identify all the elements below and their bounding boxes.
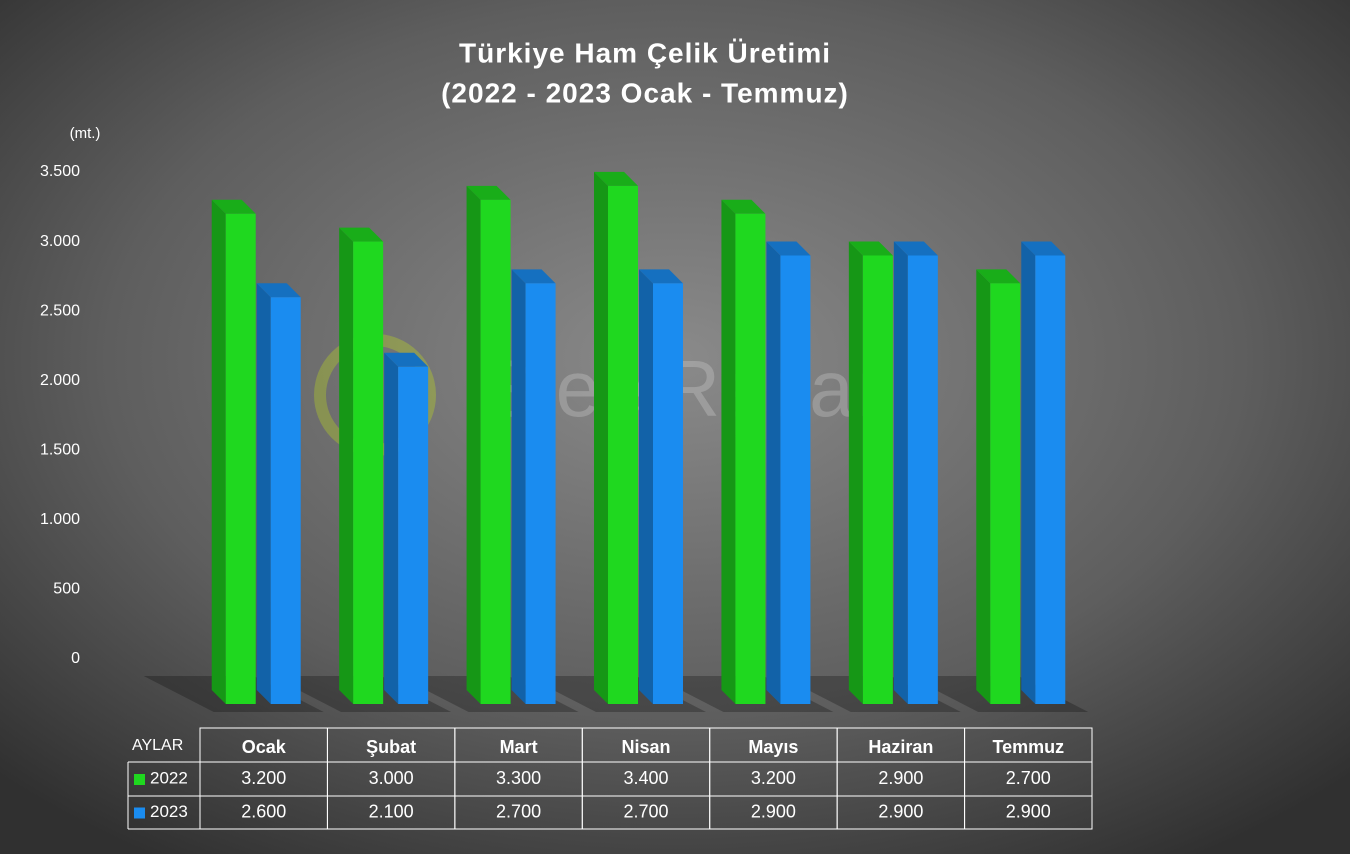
bar	[270, 297, 301, 704]
legend-swatch	[134, 774, 145, 785]
value-label: 2.900	[878, 801, 923, 821]
bar-side	[594, 171, 608, 704]
y-axis-label: (mt.)	[70, 125, 101, 142]
bar-top	[976, 269, 1021, 284]
bar	[608, 185, 638, 704]
bar-top	[211, 199, 256, 214]
bar-side	[639, 269, 653, 704]
table-header: AYLAR	[132, 737, 183, 754]
bar	[862, 255, 893, 704]
y-tick-label: 3.500	[40, 163, 80, 180]
value-label: 2.900	[751, 801, 796, 821]
bar-top	[848, 241, 893, 256]
bar	[1035, 255, 1066, 704]
value-label: 2.700	[623, 801, 668, 821]
category-label: Ocak	[242, 737, 287, 757]
bar	[398, 366, 429, 704]
y-tick-label: 500	[53, 581, 80, 598]
category-label: Temmuz	[992, 737, 1064, 757]
bar-side	[848, 241, 863, 704]
bar	[225, 213, 256, 704]
bar-top	[511, 269, 556, 284]
bar	[653, 283, 683, 704]
value-label: 3.000	[369, 768, 414, 788]
value-label: 2.600	[241, 801, 286, 821]
y-tick-label: 0	[71, 650, 80, 667]
bar-top	[384, 352, 429, 367]
bar	[353, 241, 384, 705]
value-label: 2.100	[369, 801, 414, 821]
category-label: Şubat	[366, 737, 416, 757]
chart-title: Türkiye Ham Çelik Üretimi	[459, 37, 831, 68]
y-tick-label: 1.500	[40, 442, 80, 459]
bar-top	[721, 199, 766, 214]
bar-top	[466, 185, 511, 200]
y-tick-label: 3.000	[40, 233, 80, 250]
category-label: Haziran	[868, 737, 933, 757]
bar-top	[766, 241, 811, 256]
bar-side	[511, 269, 526, 704]
bar-top	[339, 227, 384, 242]
bar-top	[893, 241, 938, 256]
value-label: 2.700	[1006, 768, 1051, 788]
value-label: 2.900	[1006, 801, 1051, 821]
chart-subtitle: (2022 - 2023 Ocak - Temmuz)	[441, 77, 849, 108]
value-label: 3.200	[751, 768, 796, 788]
bar-side	[766, 241, 781, 704]
value-label: 3.200	[241, 768, 286, 788]
legend-label: 2022	[150, 768, 188, 787]
bar-side	[466, 185, 481, 705]
bar-side	[893, 241, 908, 704]
bar-top	[594, 171, 638, 186]
bar-top	[256, 283, 301, 298]
bar-top	[639, 269, 683, 284]
bar-side	[1021, 241, 1036, 704]
y-tick-label: 2.500	[40, 302, 80, 319]
bar-side	[211, 199, 226, 704]
value-label: 3.400	[623, 768, 668, 788]
bar-side	[976, 269, 991, 704]
bar	[780, 255, 811, 704]
bar-side	[256, 283, 271, 704]
value-label: 2.900	[878, 768, 923, 788]
category-label: Mayıs	[748, 737, 798, 757]
bar-side	[339, 227, 354, 705]
legend-swatch	[134, 807, 145, 819]
bar	[990, 283, 1021, 704]
category-label: Mart	[500, 737, 538, 757]
bar-top	[1021, 241, 1066, 256]
bar	[480, 199, 511, 705]
bar	[525, 283, 556, 704]
value-label: 2.700	[496, 801, 541, 821]
category-label: Nisan	[621, 737, 670, 757]
y-tick-label: 2.000	[40, 372, 80, 389]
bar	[907, 255, 938, 704]
bar-side	[721, 199, 736, 704]
bar	[735, 213, 766, 704]
value-label: 3.300	[496, 768, 541, 788]
y-tick-label: 1.000	[40, 511, 80, 528]
legend-label: 2023	[150, 802, 188, 821]
bar-side	[384, 352, 399, 704]
